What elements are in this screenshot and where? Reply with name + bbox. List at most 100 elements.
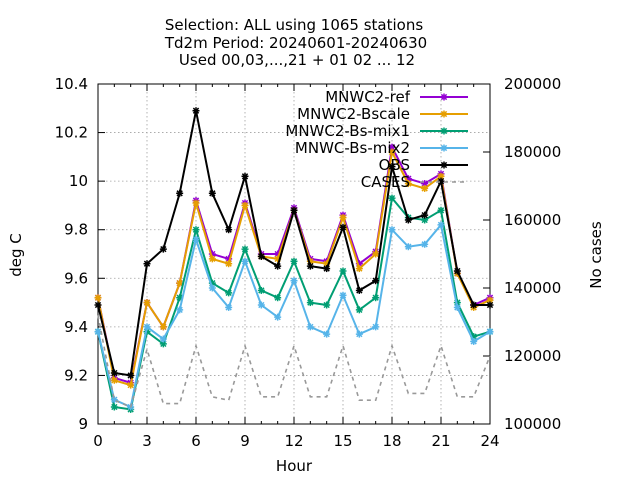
point-stroke — [440, 161, 448, 169]
legend-label-mnwc2-ref: MNWC2-ref — [325, 88, 410, 106]
point-stroke — [388, 148, 396, 156]
data-point-mnwc-bs-mix2 — [437, 221, 445, 229]
y-tick-label: 9.2 — [64, 366, 88, 384]
data-point-obs — [176, 189, 184, 197]
point-stroke — [405, 243, 412, 250]
legend-marker-mnwc2-ref — [440, 93, 448, 101]
point-stroke — [454, 267, 461, 275]
y-tick-label: 9 — [78, 415, 88, 433]
data-point-mnwc2-bs-mix1 — [355, 306, 363, 314]
point-stroke — [274, 262, 281, 270]
point-stroke — [241, 245, 249, 253]
data-point-mnwc2-bscale — [241, 201, 249, 209]
point-stroke — [258, 287, 265, 294]
data-point-obs — [274, 262, 282, 270]
data-point-obs — [110, 369, 118, 377]
point-stroke — [241, 173, 249, 180]
point-stroke — [421, 216, 428, 224]
data-point-obs — [355, 286, 363, 294]
point-stroke — [440, 144, 448, 152]
point-stroke — [143, 299, 151, 306]
point-stroke — [421, 211, 428, 219]
data-point-obs — [339, 223, 347, 231]
point-stroke — [323, 330, 330, 338]
point-stroke — [274, 294, 281, 301]
data-point-obs — [225, 226, 233, 234]
point-stroke — [274, 313, 281, 321]
point-stroke — [176, 294, 183, 301]
data-point-mnwc-bs-mix2 — [306, 323, 314, 331]
point-stroke — [225, 304, 232, 311]
data-point-mnwc-bs-mix2 — [241, 257, 249, 265]
point-stroke — [209, 284, 216, 292]
point-stroke — [192, 199, 200, 207]
data-point-obs — [192, 107, 200, 115]
point-stroke — [143, 260, 151, 267]
y-tick-label: 9.6 — [64, 269, 88, 287]
point-stroke — [160, 323, 167, 331]
point-stroke — [127, 372, 134, 379]
x-tick-label: 18 — [382, 432, 401, 450]
legend-item-mnwc-bs-mix2: MNWC-Bs-mix2 — [295, 139, 468, 157]
point-stroke — [421, 185, 428, 192]
point-stroke — [111, 396, 118, 403]
point-stroke — [437, 177, 445, 185]
y-tick-label: 10.4 — [55, 75, 88, 93]
legend-label-mnwc2-bs-mix1: MNWC2-Bs-mix1 — [285, 122, 410, 140]
data-point-mnwc2-bscale — [388, 148, 396, 156]
point-stroke — [388, 226, 396, 233]
point-stroke — [111, 377, 118, 384]
data-point-mnwc2-bs-mix1 — [192, 226, 200, 234]
y-tick-label: 9.4 — [64, 318, 88, 336]
point-stroke — [339, 214, 347, 221]
legend-item-mnwc2-bscale: MNWC2-Bscale — [297, 105, 468, 123]
data-point-obs — [323, 265, 331, 273]
data-point-mnwc2-bs-mix1 — [306, 299, 314, 307]
data-point-mnwc2-bscale — [159, 323, 167, 331]
y2-tick-label: 100000 — [504, 415, 561, 433]
data-point-obs — [486, 301, 494, 309]
point-stroke — [440, 93, 448, 101]
point-stroke — [143, 323, 151, 331]
data-point-obs — [159, 245, 167, 253]
data-point-obs — [143, 260, 151, 268]
point-stroke — [470, 301, 477, 309]
point-stroke — [94, 301, 102, 309]
data-point-mnwc2-bs-mix1 — [241, 245, 249, 253]
axis-ticks: 0 3 6 9 12 15 18 21 24 9 9.2 9.4 9.6 9.8 10 10.2 10.4 100… — [55, 75, 562, 450]
point-stroke — [437, 221, 445, 229]
data-point-mnwc2-bs-mix1 — [437, 206, 445, 214]
data-point-obs — [437, 177, 445, 185]
y2-axis-label: No cases — [587, 221, 605, 289]
point-stroke — [339, 267, 347, 275]
point-stroke — [388, 163, 396, 170]
y-tick-label: 10 — [69, 172, 88, 190]
point-stroke — [339, 224, 347, 231]
point-stroke — [356, 330, 363, 338]
point-stroke — [241, 258, 249, 265]
data-point-mnwc2-bscale — [143, 299, 151, 307]
point-stroke — [160, 245, 167, 253]
data-point-mnwc2-bscale — [404, 180, 412, 188]
point-stroke — [372, 294, 379, 301]
data-point-mnwc-bs-mix2 — [453, 303, 461, 311]
data-point-mnwc-bs-mix2 — [257, 301, 265, 309]
point-stroke — [307, 299, 314, 306]
point-stroke — [176, 190, 183, 197]
point-stroke — [290, 207, 298, 214]
point-stroke — [307, 262, 314, 270]
point-stroke — [323, 301, 330, 309]
point-stroke — [225, 289, 232, 297]
point-stroke — [192, 236, 200, 243]
point-stroke — [258, 253, 265, 260]
point-stroke — [421, 180, 428, 187]
legend-label-mnwc2-bscale: MNWC2-Bscale — [297, 105, 410, 123]
point-stroke — [127, 381, 134, 389]
series-layer — [94, 107, 494, 413]
legend-label-obs: OBS — [379, 156, 410, 174]
point-stroke — [440, 110, 448, 118]
x-axis-label: Hour — [276, 457, 313, 475]
point-stroke — [176, 279, 183, 287]
data-point-mnwc2-bscale — [127, 381, 135, 389]
